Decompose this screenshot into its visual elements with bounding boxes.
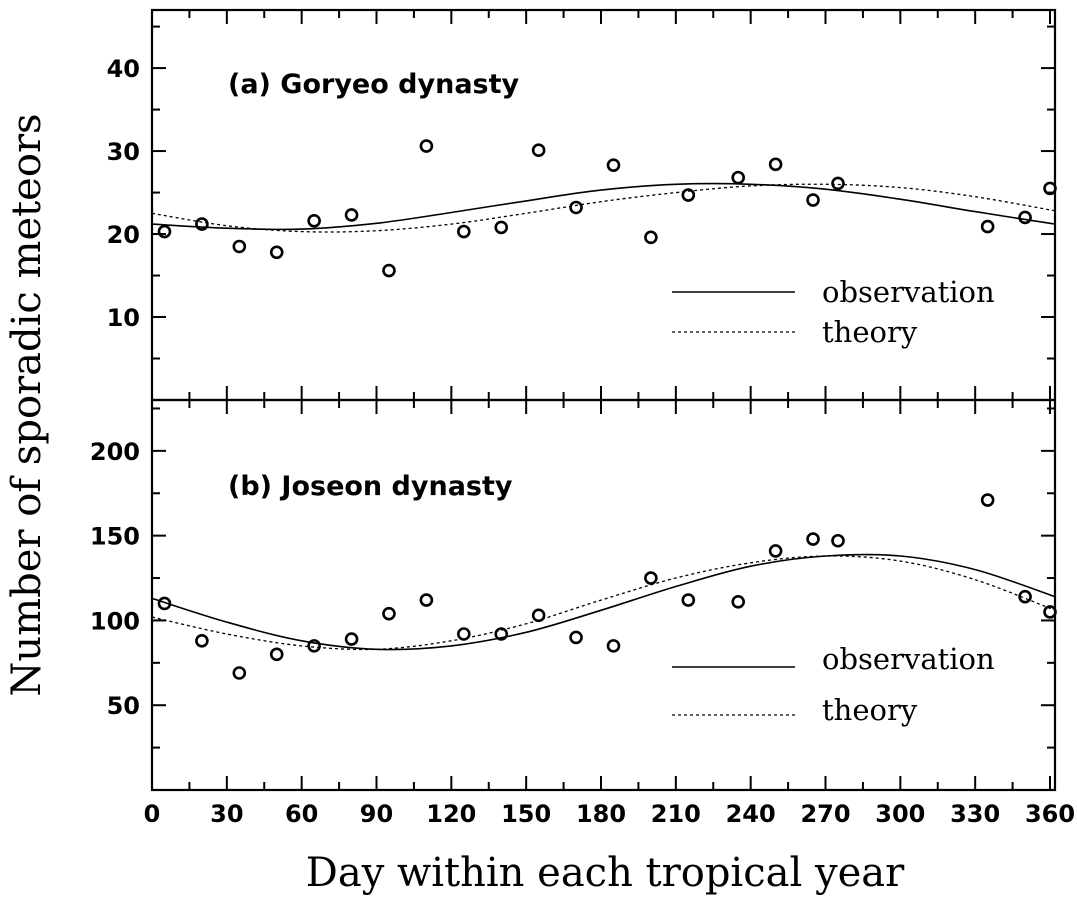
x-tick-label: 300 [875, 800, 925, 828]
x-tick-labels: 0 30 60 90 120 150 180 210 240 270 300 330 360 [144, 800, 1075, 828]
panel-a-legend-theory-label: theory [822, 315, 918, 349]
panel-a-data-point [344, 208, 359, 222]
panel-b-data-point [157, 596, 172, 611]
panel-b-data-point [1043, 605, 1057, 619]
panel-a-curves [151, 182, 1056, 233]
x-tick-label: 240 [726, 800, 776, 828]
panel-b-curves [151, 553, 1056, 651]
panel-a-y-tick-label: 30 [107, 138, 140, 166]
panel-a-data-point [980, 219, 995, 234]
panel-a-data-point [382, 263, 396, 278]
x-tick-label: 60 [285, 800, 318, 828]
panel-b-frame [150, 398, 1057, 792]
panel-b-y-tick-label: 200 [90, 438, 140, 466]
panel-a: 10 20 30 40 (a) Goryeo dynasty observation … [107, 8, 1057, 402]
panel-a-legend-observation-label: observation [822, 275, 995, 309]
panel-a-data-point [419, 139, 434, 153]
panel-a-data-point [644, 230, 658, 245]
panel-b-legend-observation-label: observation [822, 642, 995, 676]
panel-b-data-point [768, 544, 783, 558]
panel-b-data-point [307, 639, 321, 653]
panel-b-title: (b) Joseon dynasty [228, 471, 513, 502]
panel-b-data-point [382, 606, 396, 621]
panel-b-data-point [681, 593, 696, 607]
panel-a-data-point [831, 176, 845, 191]
panel-b-data-point [344, 632, 359, 646]
panel-a-data-point [1043, 181, 1057, 196]
panel-a-data-point [606, 158, 621, 172]
panel-b-legend-theory-label: theory [822, 693, 918, 727]
panel-b-data-point [457, 627, 471, 641]
panel-b-y-tick-label: 50 [107, 692, 140, 720]
panel-a-y-tick-label: 20 [107, 221, 140, 249]
x-tick-label: 150 [501, 800, 551, 828]
panel-b-data-point [494, 627, 509, 641]
panel-b-data-point [531, 608, 546, 623]
panel-b-data-point [232, 666, 247, 680]
panel-a-ticks: 10 20 30 40 [107, 10, 1055, 400]
panel-b-data-point [980, 493, 995, 507]
panel-a-data-point [531, 143, 546, 158]
panel-b-data-point [569, 630, 583, 645]
panel-b-data-point [831, 533, 845, 548]
panel-a-data-point [195, 217, 209, 231]
panel-a-legend: observation theory [672, 275, 995, 349]
panel-b-legend: observation theory [672, 642, 995, 727]
panel-a-data-point [768, 157, 783, 172]
x-tick-label: 360 [1025, 800, 1075, 828]
panel-a-title: (a) Goryeo dynasty [228, 69, 520, 100]
panel-a-data-point [1018, 210, 1032, 225]
panel-b-data-point [195, 633, 209, 648]
panel-a-y-tick-label: 40 [107, 55, 140, 83]
panel-a-data-point [681, 188, 696, 202]
x-tick-label: 30 [210, 800, 243, 828]
panel-b-data-point [419, 593, 434, 607]
x-tick-label: 270 [800, 800, 850, 828]
y-axis-label: Number of sporadic meteors [4, 113, 50, 696]
x-axis-label: Day within each tropical year [306, 850, 905, 896]
panel-b-data-point [269, 647, 284, 662]
panel-a-data-point [307, 213, 321, 228]
panel-b-points [157, 493, 1057, 680]
x-tick-label: 90 [360, 800, 393, 828]
panel-b-observation-curve [151, 553, 1056, 651]
x-tick-label: 180 [576, 800, 626, 828]
panel-a-theory-curve [151, 183, 1056, 233]
x-tick-label: 330 [950, 800, 1000, 828]
panel-b: 50 100 150 200 (b) Joseon dynasty observati… [90, 398, 1057, 792]
x-tick-label: 210 [651, 800, 701, 828]
panel-b-ticks: 50 100 150 200 [90, 400, 1055, 790]
panel-a-data-point [806, 193, 820, 207]
panel-a-data-point [494, 220, 509, 235]
panel-a-data-point [569, 200, 583, 215]
panel-b-data-point [644, 571, 658, 585]
panel-a-y-tick-label: 10 [107, 304, 140, 332]
panel-a-points [157, 139, 1057, 278]
panel-a-data-point [731, 170, 746, 185]
panel-a-data-point [269, 245, 284, 260]
panel-b-data-point [806, 532, 820, 546]
x-tick-label: 120 [426, 800, 476, 828]
panel-b-data-point [731, 594, 746, 609]
panel-b-y-tick-label: 150 [90, 523, 140, 551]
panel-a-data-point [157, 224, 172, 239]
panel-a-observation-curve [151, 182, 1056, 231]
panel-a-data-point [457, 224, 471, 239]
x-tick-label: 0 [144, 800, 161, 828]
panel-b-y-tick-label: 100 [90, 607, 140, 635]
panel-b-data-point [606, 639, 621, 653]
panel-b-theory-curve [151, 555, 1056, 651]
panel-b-data-point [1018, 589, 1032, 604]
panel-a-data-point [232, 239, 247, 254]
